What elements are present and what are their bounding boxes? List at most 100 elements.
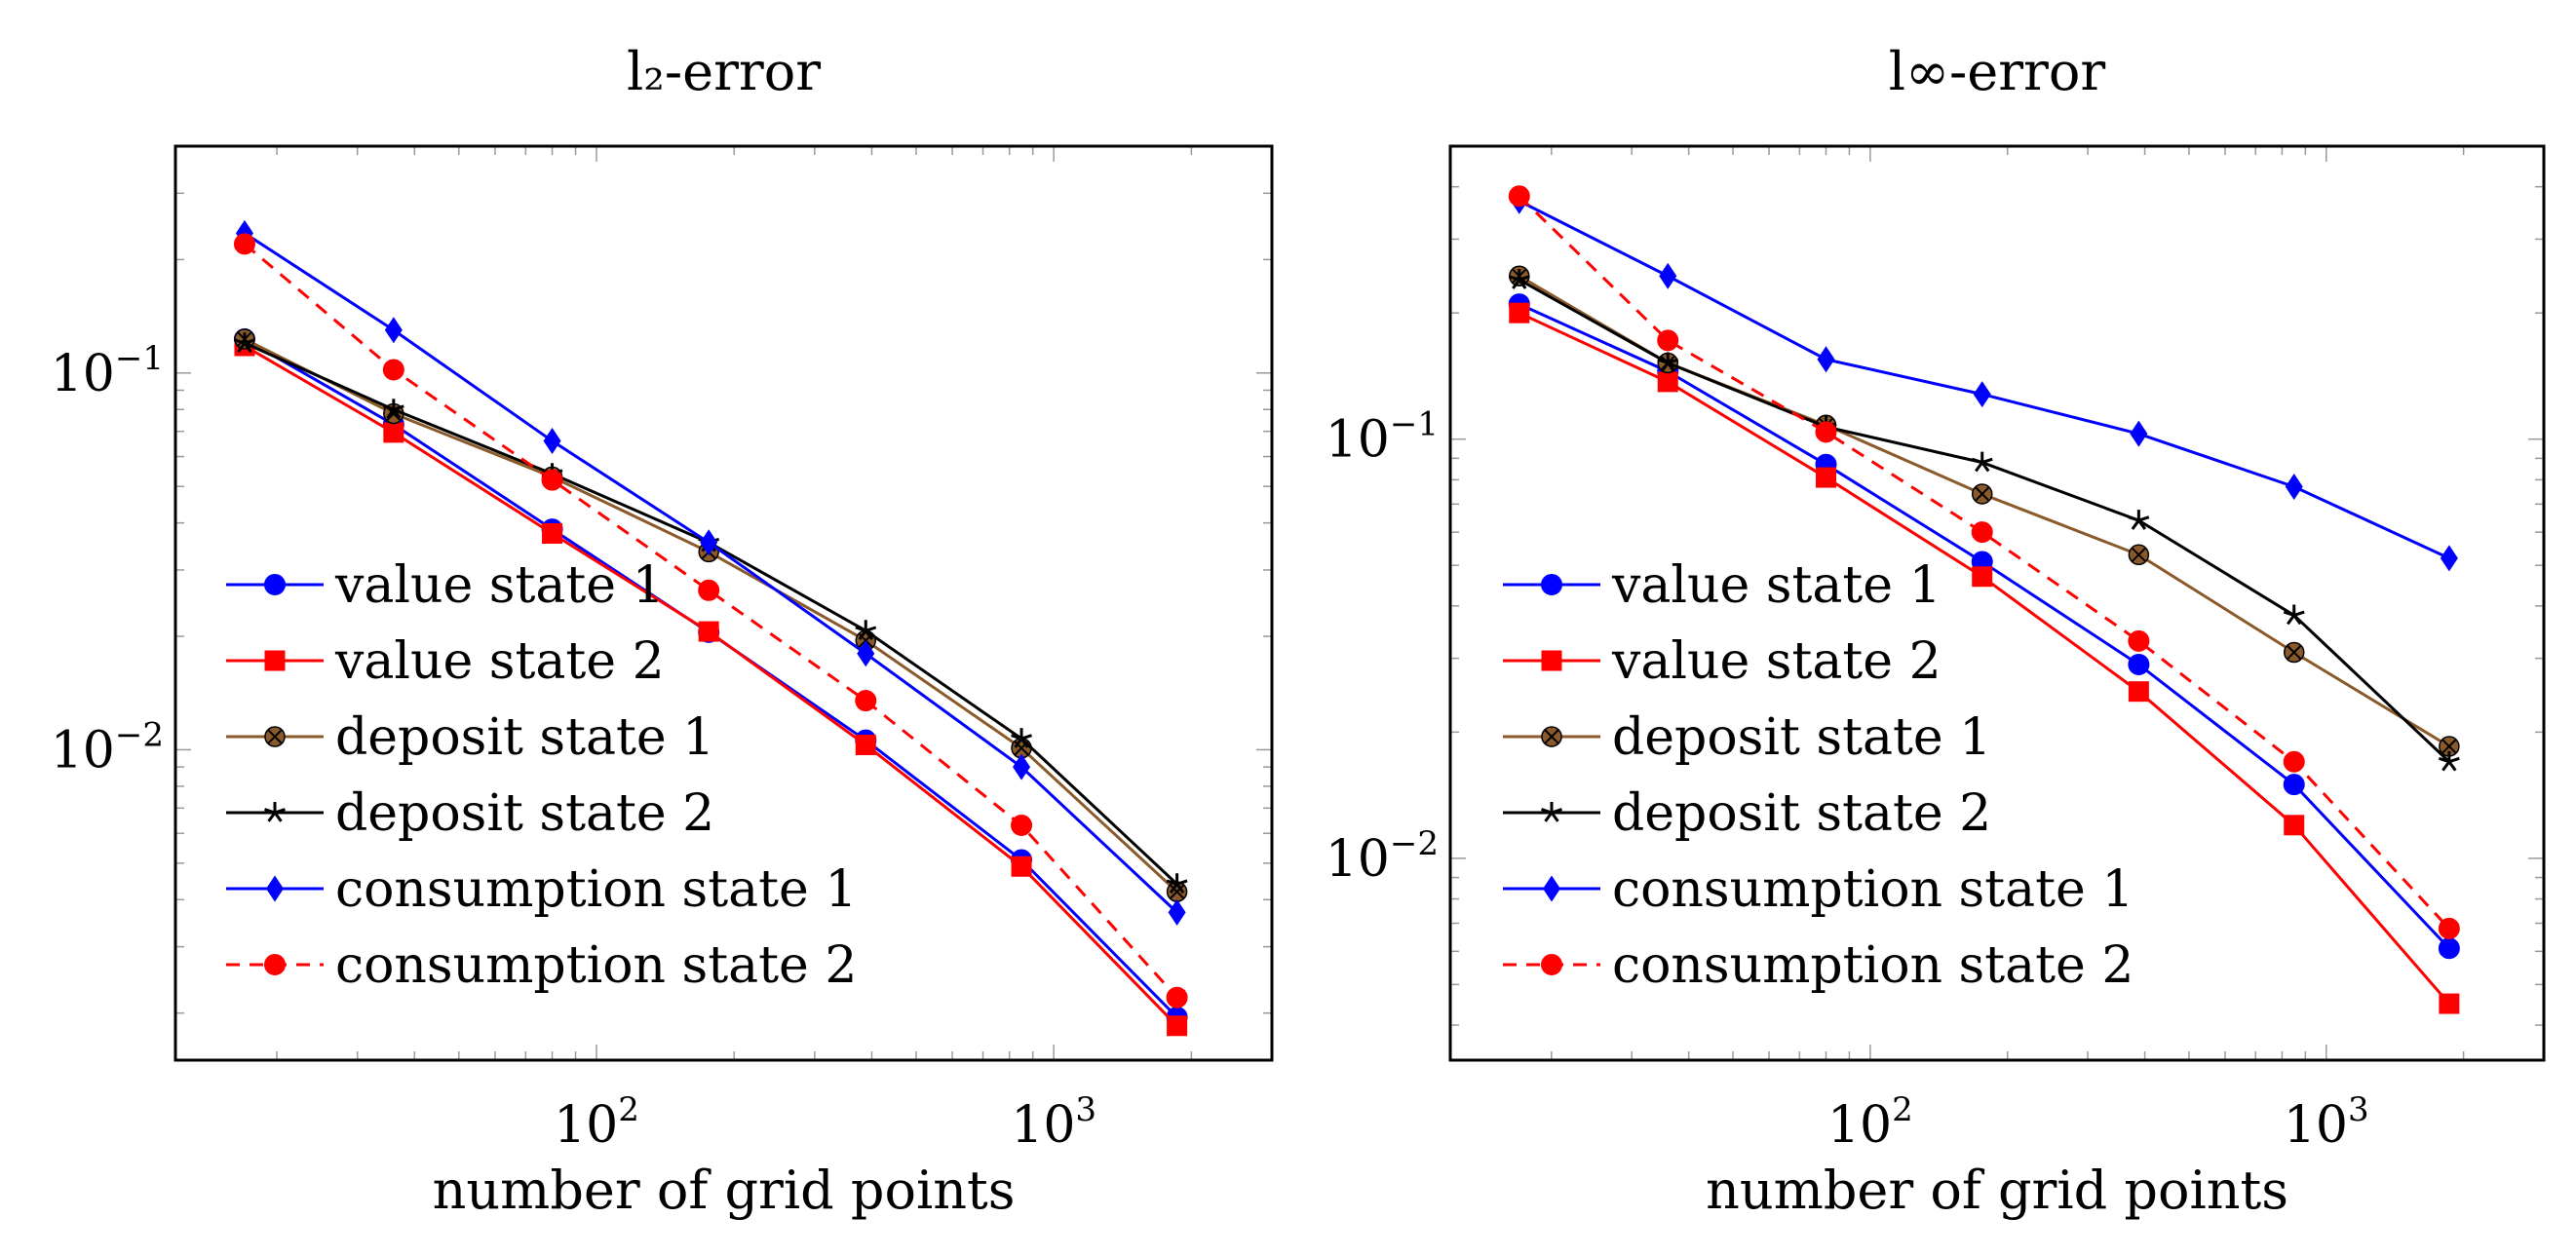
data-point (1167, 1015, 1188, 1037)
data-point (382, 359, 404, 381)
legend-item: value state 1 (1503, 556, 1942, 615)
legend: value state 1 value state 2 deposit state … (226, 556, 857, 995)
data-point (700, 529, 718, 556)
data-point (543, 428, 561, 455)
data-point (855, 734, 876, 755)
legend-item: value state 1 (226, 556, 665, 615)
legend-item: consumption state 1 (1503, 860, 2134, 919)
legend-label: value state 2 (334, 632, 665, 691)
data-point (1657, 329, 1679, 352)
data-point (698, 621, 719, 642)
data-point (264, 954, 286, 975)
chart-title: l₂-error (627, 41, 821, 102)
legend-label: value state 2 (1611, 632, 1942, 691)
data-point (1509, 302, 1530, 324)
series-5 (235, 219, 1186, 926)
series-6 (233, 233, 1188, 1009)
data-point-cross (1975, 486, 1990, 502)
legend-label: deposit state 1 (335, 708, 714, 767)
data-point-cross (2441, 739, 2457, 754)
chart-title: l∞-error (1889, 41, 2106, 102)
data-point (2128, 681, 2149, 703)
legend-item: value state 2 (226, 632, 665, 691)
data-point (1817, 346, 1835, 373)
legend-item: consumption state 2 (1503, 936, 2134, 995)
plot-frame (1448, 144, 2546, 1062)
data-point (1541, 954, 1562, 975)
legend-item: deposit state 2 (1503, 784, 1991, 843)
data-point (1508, 185, 1530, 208)
data-point (1011, 856, 1032, 877)
data-point-cross (1544, 729, 1559, 744)
legend: value state 1 value state 2 deposit state … (1503, 556, 2134, 995)
data-point (1166, 873, 1188, 894)
data-point (2128, 510, 2150, 530)
data-point (2283, 604, 2305, 626)
data-point (1508, 269, 1530, 289)
data-point (2440, 545, 2458, 572)
data-point (2283, 750, 2305, 773)
data-point (1166, 986, 1188, 1009)
y-tick-label: 10−1 (51, 339, 164, 403)
data-point (266, 875, 284, 902)
data-point (2128, 629, 2150, 652)
data-point (1973, 381, 1991, 408)
data-point (1011, 815, 1033, 837)
series-4 (1508, 269, 2460, 772)
data-point (264, 574, 286, 595)
x-tick-label: 103 (2284, 1090, 2369, 1155)
data-point (1541, 802, 1562, 822)
data-point-cross (1169, 884, 1185, 899)
data-point (234, 332, 255, 353)
legend-label: deposit state 2 (335, 784, 714, 843)
data-point (2285, 474, 2303, 501)
data-point (855, 690, 877, 712)
data-point (264, 650, 286, 671)
data-point (2438, 750, 2460, 772)
series-6 (1508, 185, 2460, 939)
legend-label: value state 1 (1611, 556, 1942, 615)
data-point (2439, 993, 2460, 1014)
legend-item: value state 2 (1503, 632, 1942, 691)
data-point (857, 640, 875, 667)
data-point (1972, 566, 1993, 588)
series-2 (1509, 302, 2460, 1014)
data-point (382, 399, 404, 420)
series-5 (1510, 187, 2458, 572)
x-axis-label: number of grid points (1706, 1160, 2288, 1221)
x-tick-label: 102 (554, 1090, 639, 1155)
legend-item: deposit state 1 (1503, 708, 1991, 767)
data-point (1168, 898, 1186, 926)
data-point (2128, 653, 2150, 675)
data-point (1659, 262, 1677, 289)
legend-label: value state 1 (334, 556, 665, 615)
chart-panel-2: l∞-error 102 103 10−2 10−1 number of grid poi… (1326, 41, 2546, 1221)
data-point (264, 802, 286, 822)
data-point (2283, 774, 2305, 796)
legend-label: consumption state 1 (1612, 860, 2134, 919)
data-point (1971, 451, 1993, 473)
series-2 (234, 335, 1188, 1037)
data-point (1657, 371, 1678, 393)
chart-panel-1: l₂-error 102 103 10−2 10−1 number of grid poi… (51, 41, 1274, 1221)
legend-label: deposit state 2 (1612, 784, 1991, 843)
data-point (855, 620, 877, 641)
legend-item: deposit state 1 (226, 708, 714, 767)
x-tick-label: 103 (1011, 1090, 1096, 1155)
data-point (2438, 937, 2460, 960)
legend-label: consumption state 1 (335, 860, 857, 919)
data-point-cross (267, 729, 283, 744)
data-point (1541, 650, 1562, 671)
y-tick-label: 10−2 (1326, 824, 1439, 889)
data-point-cross (2131, 547, 2147, 563)
data-point (1971, 521, 1993, 544)
data-point (383, 422, 404, 443)
data-point (542, 522, 563, 544)
data-point (541, 469, 563, 491)
x-axis-label: number of grid points (433, 1160, 1016, 1221)
data-point (1541, 574, 1562, 595)
data-point (1815, 421, 1837, 443)
data-point (1011, 728, 1032, 748)
legend-label: consumption state 2 (335, 936, 857, 995)
x-tick-label: 102 (1827, 1090, 1913, 1155)
